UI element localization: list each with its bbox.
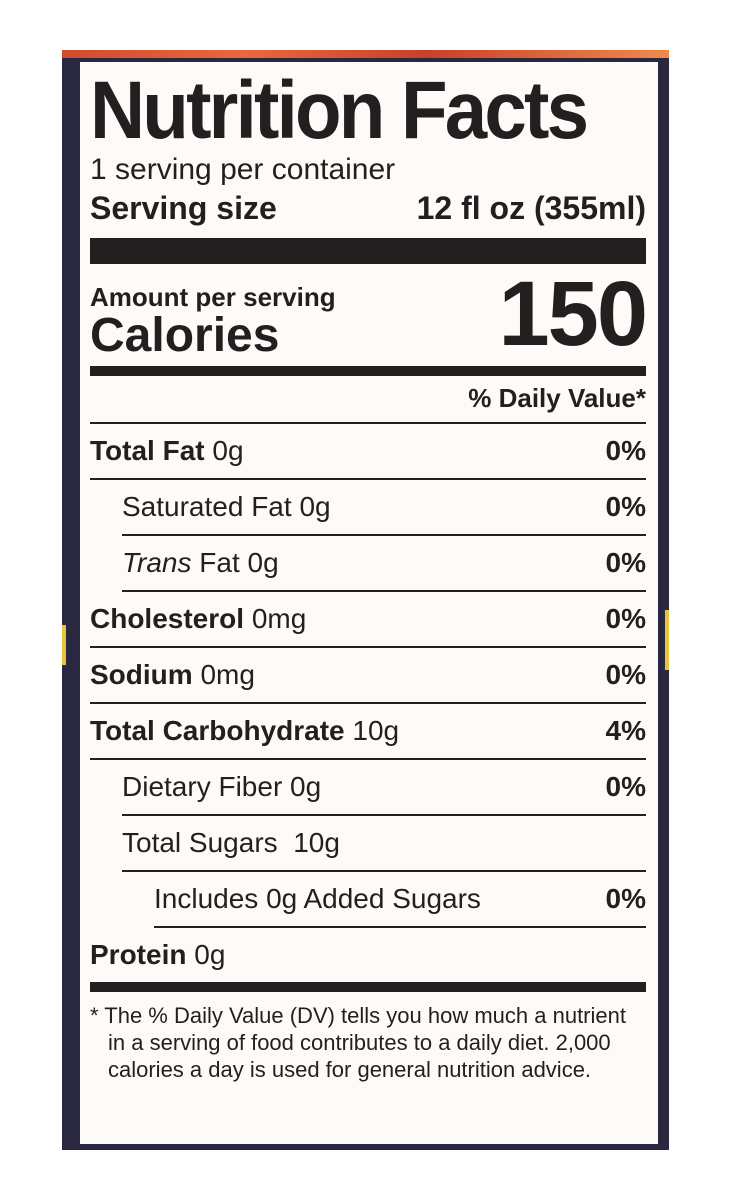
nutrient-row-protein: Protein 0g [90, 928, 646, 982]
nutrient-name: Trans Fat 0g [122, 547, 279, 578]
nutrient-daily-value: 4% [605, 715, 646, 746]
serving-size-row: Serving size 12 fl oz (355ml) [90, 188, 646, 228]
daily-value-header: % Daily Value* [90, 376, 646, 424]
package-side-accent [665, 610, 669, 670]
nutrient-row-dietary-fiber: Dietary Fiber 0g 0% [122, 760, 646, 816]
nutrient-daily-value: 0% [605, 491, 646, 522]
serving-size-label: Serving size [90, 190, 277, 226]
nutrient-daily-value: 0% [605, 435, 646, 466]
medium-divider [90, 366, 646, 376]
nutrient-row-total-carbohydrate: Total Carbohydrate 10g 4% [90, 704, 646, 760]
servings-per-container: 1 serving per container [90, 153, 396, 186]
calories-label: Calories [90, 309, 280, 362]
nutrient-row-added-sugars: Includes 0g Added Sugars 0% [154, 872, 646, 928]
nutrient-daily-value: 0% [605, 771, 646, 802]
nutrient-name: Saturated Fat 0g [122, 491, 331, 522]
serving-size-value: 12 fl oz (355ml) [416, 190, 646, 226]
nutrient-row-cholesterol: Cholesterol 0mg 0% [90, 592, 646, 648]
nutrient-daily-value: 0% [605, 603, 646, 634]
nutrient-row-saturated-fat: Saturated Fat 0g 0% [122, 480, 646, 536]
amount-per-serving: Amount per serving [90, 282, 336, 312]
nutrient-daily-value: 0% [605, 659, 646, 690]
calories-value: 150 [498, 263, 648, 365]
nutrition-facts-label: Nutrition Facts 1 serving per container … [80, 62, 658, 1144]
label-title: Nutrition Facts [90, 65, 589, 156]
nutrient-name: Cholesterol 0mg [90, 603, 307, 634]
nutrient-row-trans-fat: Trans Fat 0g 0% [122, 536, 646, 592]
nutrient-name: Total Fat 0g [90, 435, 244, 466]
daily-value-footnote: * The % Daily Value (DV) tells you how m… [90, 1003, 626, 1082]
nutrient-name: Total Sugars 10g [122, 827, 340, 858]
nutrient-name: Sodium 0mg [90, 659, 255, 690]
nutrient-name: Includes 0g Added Sugars [154, 883, 481, 914]
thick-divider [90, 238, 646, 264]
nutrient-row-sodium: Sodium 0mg 0% [90, 648, 646, 704]
nutrient-daily-value: 0% [605, 883, 646, 914]
nutrient-name: Total Carbohydrate 10g [90, 715, 400, 746]
nutrient-row-total-sugars: Total Sugars 10g [122, 816, 646, 872]
calories-block: Amount per serving Calories 150 [90, 263, 648, 365]
package-side-accent-left [62, 625, 66, 665]
nutrient-name: Dietary Fiber 0g [122, 771, 322, 802]
nutrient-row-total-fat: Total Fat 0g 0% [90, 424, 646, 480]
nutrient-name: Protein 0g [90, 939, 226, 970]
bottom-divider [90, 982, 646, 992]
nutrient-daily-value: 0% [605, 547, 646, 578]
package-top-accent [62, 50, 669, 58]
